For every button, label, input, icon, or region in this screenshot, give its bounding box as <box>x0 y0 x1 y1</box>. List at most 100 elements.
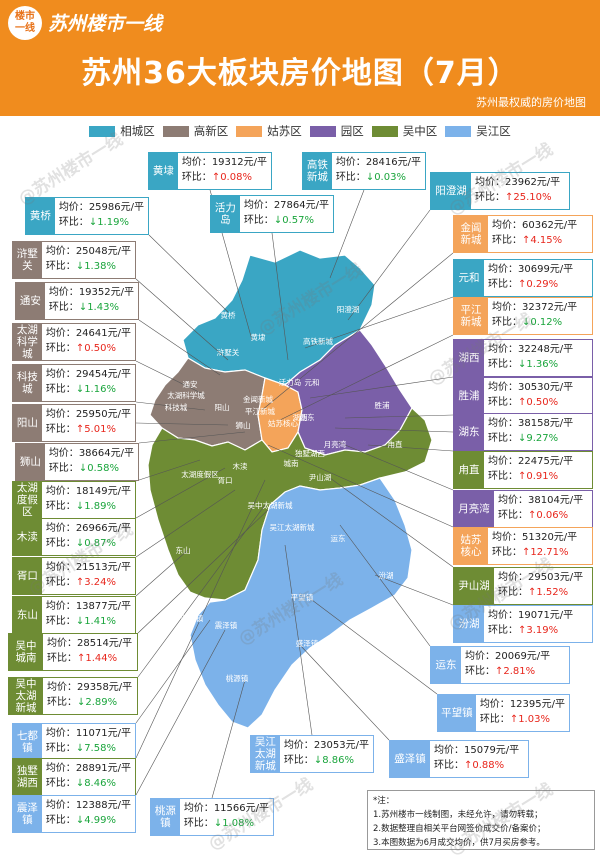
change-value: ↑1.52% <box>528 587 569 598</box>
price-value: 28891元/平 <box>75 763 131 774</box>
change-value: ↑25.10% <box>505 192 552 203</box>
price-label: 均价： <box>492 532 522 543</box>
change-label: 环比： <box>488 397 518 408</box>
block-name-tag: 金阊 新城 <box>454 216 488 252</box>
change-row: 环比：↑0.29% <box>488 277 573 292</box>
change-row: 环比：↑3.24% <box>46 575 131 590</box>
change-label: 环比： <box>492 317 522 328</box>
change-label: 环比： <box>488 433 518 444</box>
leader-line <box>311 599 438 695</box>
change-label: 环比： <box>498 587 528 598</box>
change-row: 环比：↑12.71% <box>492 545 577 560</box>
price-value: 19352元/平 <box>78 287 134 298</box>
block-name-tag: 七都镇 <box>13 724 42 760</box>
price-label: 均价： <box>498 495 528 506</box>
change-value: ↓1.19% <box>88 217 129 228</box>
price-label: 均价： <box>45 523 76 534</box>
price-row: 均价：38664元/平 <box>49 446 134 461</box>
price-label: 均价： <box>434 745 464 756</box>
leader-line <box>138 319 221 376</box>
change-row: 环比：↑25.10% <box>475 190 560 205</box>
leader-line <box>337 441 454 491</box>
block-name-tag: 甪直 <box>454 452 484 488</box>
price-callout: 平江 新城 均价：32372元/平 环比：↓0.12% <box>453 297 593 335</box>
change-row: 环比：↑3.19% <box>488 623 573 638</box>
change-label: 环比： <box>45 538 76 549</box>
block-values: 均价：15079元/平 环比：↑0.88% <box>430 741 523 777</box>
change-row: 环比：↓1.41% <box>46 614 131 629</box>
change-label: 环比： <box>48 463 79 474</box>
change-label: 环比： <box>465 666 495 677</box>
change-label: 环比： <box>243 215 274 226</box>
footnote-line: 3.本图数据为6月成交均价，供7月买房参考。 <box>373 838 545 848</box>
price-label: 均价： <box>465 651 495 662</box>
leader-line <box>344 414 454 419</box>
map-region-label: 运东 <box>331 533 346 543</box>
price-row: 均价：29454元/平 <box>46 367 131 382</box>
price-label: 均价： <box>47 682 77 693</box>
block-name-tag: 湖西 <box>454 340 484 376</box>
price-value: 20069元/平 <box>495 651 551 662</box>
block-name-tag: 湖东 <box>454 414 484 450</box>
block-values: 均价：18149元/平 环比：↓1.89% <box>42 482 135 518</box>
map-region-label: 科技城 <box>165 402 188 412</box>
footnote-line: 1.苏州楼市一线制图，未经允许，请勿转载； <box>373 810 543 820</box>
block-values: 均价：29503元/平 环比：↑1.52% <box>494 568 587 604</box>
block-values: 均价：24641元/平 环比：↑0.50% <box>42 324 135 360</box>
map-region-label: 震泽镇 <box>215 620 238 630</box>
change-label: 环比： <box>45 778 76 789</box>
price-row: 均价：51320元/平 <box>492 530 577 545</box>
price-value: 38664元/平 <box>78 448 134 459</box>
map-region-label: 胜浦 <box>375 400 390 410</box>
change-label: 环比： <box>492 235 522 246</box>
price-label: 均价： <box>48 287 79 298</box>
price-label: 均价： <box>45 328 76 339</box>
map-region-label: 桃源镇 <box>226 673 249 683</box>
leader-line <box>271 232 289 361</box>
price-callout: 姑苏 核心 均价：51320元/平 环比：↑12.71% <box>453 527 593 565</box>
change-row: 环比：↑1.44% <box>47 651 132 666</box>
price-value: 23053元/平 <box>313 740 369 751</box>
change-row: 环比：↑5.01% <box>46 422 131 437</box>
legend-label: 姑苏区 <box>267 124 302 138</box>
change-value: ↓1.38% <box>75 261 116 272</box>
legend-item: 姑苏区 <box>236 123 302 139</box>
price-value: 24641元/平 <box>75 328 131 339</box>
price-row: 均价：23053元/平 <box>284 738 369 753</box>
price-callout: 尹山湖 均价：29503元/平 环比：↑1.52% <box>453 567 593 605</box>
price-label: 均价： <box>45 562 76 573</box>
leader-line <box>374 574 454 606</box>
price-value: 12388元/平 <box>75 800 131 811</box>
map-region-label: 元和 <box>305 378 320 387</box>
map-region-label: 盛泽镇 <box>296 638 319 648</box>
block-values: 均价：19352元/平 环比：↓1.43% <box>45 283 138 319</box>
price-label: 均价： <box>45 763 76 774</box>
block-values: 均价：28416元/平 环比：↓0.03% <box>332 153 425 189</box>
price-callout: 通安 均价：19352元/平 环比：↓1.43% <box>15 282 139 320</box>
map-region-label: 独墅湖西 <box>295 448 325 458</box>
block-name-tag: 太湖 科学城 <box>13 324 42 360</box>
price-value: 32372元/平 <box>522 302 578 313</box>
change-row: 环比：↓1.16% <box>46 382 131 397</box>
price-row: 均价：32372元/平 <box>492 300 577 315</box>
map-region-label: 黄埭 <box>251 332 266 342</box>
change-label: 环比： <box>45 343 76 354</box>
change-row: 环比：↑0.06% <box>498 508 583 523</box>
price-callout: 金阊 新城 均价：60362元/平 环比：↑4.15% <box>453 215 593 253</box>
legend-swatch <box>89 125 116 137</box>
price-label: 均价： <box>48 448 79 459</box>
leader-line <box>334 427 454 433</box>
change-row: 环比：↓0.57% <box>244 213 329 228</box>
change-row: 环比：↓9.27% <box>488 431 573 446</box>
change-value: ↓0.87% <box>75 538 116 549</box>
price-callout: 湖东 均价：38158元/平 环比：↓9.27% <box>453 413 593 451</box>
block-values: 均价：29358元/平 环比：↓2.89% <box>43 678 136 714</box>
price-value: 15079元/平 <box>464 745 520 756</box>
change-value: ↓0.12% <box>522 317 563 328</box>
change-label: 环比： <box>434 760 464 771</box>
leader-line <box>135 489 236 558</box>
map-region-label: 城南 <box>284 458 299 468</box>
leader-line <box>329 189 365 279</box>
map-region-label: 月亮湾 <box>324 439 347 449</box>
price-value: 11566元/平 <box>213 803 269 814</box>
